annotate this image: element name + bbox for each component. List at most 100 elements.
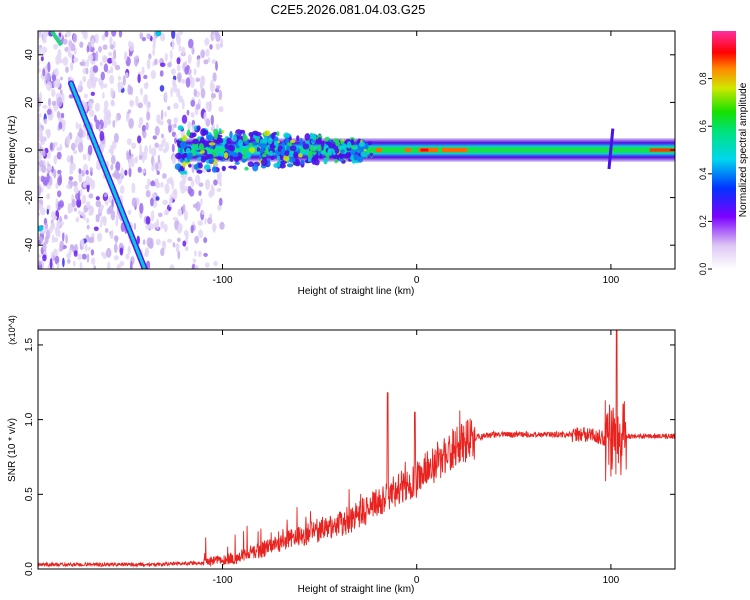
noise-speck: [157, 212, 163, 218]
noise-speck: [154, 58, 158, 65]
noise-speck: [174, 137, 177, 144]
noise-speck: [198, 190, 202, 197]
noise-speck: [62, 56, 69, 66]
noise-speck: [139, 87, 143, 96]
noise-speck: [195, 77, 201, 83]
noise-speck: [164, 142, 170, 152]
spec-ytick-label: -40: [24, 238, 35, 253]
noise-speck: [93, 265, 96, 269]
carrier-blob: [186, 129, 191, 137]
carrier-blob: [263, 130, 271, 137]
noise-speck: [164, 52, 168, 62]
noise-speck: [213, 260, 218, 267]
carrier-blob: [292, 161, 300, 166]
carrier-blob: [266, 158, 271, 167]
noise-speck: [194, 250, 197, 257]
colorbar-gradient: [712, 31, 736, 269]
noise-speck: [171, 39, 175, 51]
noise-speck: [45, 72, 51, 82]
noise-speck: [56, 151, 62, 160]
noise-speck: [77, 142, 84, 153]
carrier-blob: [276, 131, 280, 137]
noise-speck: [172, 189, 178, 200]
noise-speck: [124, 169, 128, 176]
noise-speck: [154, 178, 159, 186]
carrier-blob: [256, 147, 260, 152]
colorbar-tick-label: 0.8: [698, 72, 708, 85]
noise-speck: [200, 198, 203, 206]
spectrogram-image: [38, 31, 675, 269]
noise-speck: [38, 133, 44, 142]
carrier-blob: [202, 129, 209, 136]
noise-speck: [160, 181, 164, 188]
noise-speck: [85, 201, 91, 209]
noise-speck: [38, 105, 41, 113]
noise-speck: [107, 261, 111, 269]
spec-ytick-label: -20: [24, 190, 35, 205]
noise-speck: [58, 121, 63, 130]
noise-speck: [54, 255, 60, 265]
carrier-blob: [269, 150, 273, 156]
noise-speck: [42, 241, 47, 252]
noise-speck: [164, 209, 169, 216]
noise-speck: [205, 118, 211, 127]
noise-speck: [159, 70, 164, 77]
carrier-blob: [334, 158, 338, 164]
noise-speck: [146, 58, 151, 70]
carrier-blob: [279, 163, 286, 169]
noise-speck: [114, 64, 121, 71]
noise-speck: [197, 220, 203, 226]
noise-speck: [119, 185, 125, 194]
noise-speck: [217, 204, 222, 211]
noise-speck: [164, 111, 167, 118]
noise-speck: [162, 199, 168, 206]
carrier-blob: [298, 153, 303, 158]
noise-speck: [81, 194, 86, 205]
noise-speck: [159, 85, 165, 92]
noise-speck: [145, 216, 151, 225]
noise-speck: [45, 222, 48, 230]
carrier-blob: [221, 130, 225, 134]
noise-speck: [69, 169, 74, 175]
noise-speck: [45, 128, 51, 136]
noise-speck: [83, 31, 88, 40]
noise-speck: [175, 32, 179, 43]
noise-speck: [109, 44, 115, 50]
noise-speck: [54, 68, 59, 77]
carrier-hotspot: [375, 147, 382, 153]
noise-speck: [186, 109, 190, 116]
snr-panel: -100 0 100 0.0 0.5 1.0 1.5 Height of straight …: [7, 315, 676, 595]
noise-speck: [103, 63, 109, 73]
noise-speck: [146, 33, 151, 40]
noise-speck: [120, 167, 124, 177]
noise-speck: [129, 99, 134, 108]
noise-speck: [191, 46, 195, 55]
carrier-blob: [271, 132, 275, 140]
noise-speck: [75, 122, 79, 130]
noise-speck: [154, 142, 159, 148]
noise-speck: [173, 80, 176, 86]
noise-speck: [52, 237, 59, 243]
noise-speck: [161, 139, 166, 147]
noise-speck: [61, 112, 65, 119]
noise-speck: [86, 224, 90, 230]
noise-speck: [86, 217, 90, 224]
spec-xtick-label: 0: [414, 275, 420, 286]
noise-speck: [113, 243, 118, 254]
noise-speck: [85, 244, 88, 252]
noise-speck: [46, 184, 52, 190]
carrier-blob: [299, 137, 304, 146]
noise-speck: [42, 104, 48, 109]
noise-speck: [139, 202, 144, 214]
carrier-blob: [267, 137, 273, 145]
colorbar: 0.0 0.2 0.4 0.6 0.8 Normalized spectral ampl…: [698, 31, 749, 275]
noise-speck: [162, 173, 167, 179]
noise-speck: [56, 96, 63, 108]
noise-speck: [148, 223, 154, 230]
carrier-blob: [182, 161, 186, 168]
carrier-blob: [349, 149, 356, 156]
noise-speck: [164, 183, 170, 194]
noise-speck: [152, 48, 156, 56]
noise-speck: [182, 240, 187, 247]
noise-speck: [203, 59, 209, 65]
